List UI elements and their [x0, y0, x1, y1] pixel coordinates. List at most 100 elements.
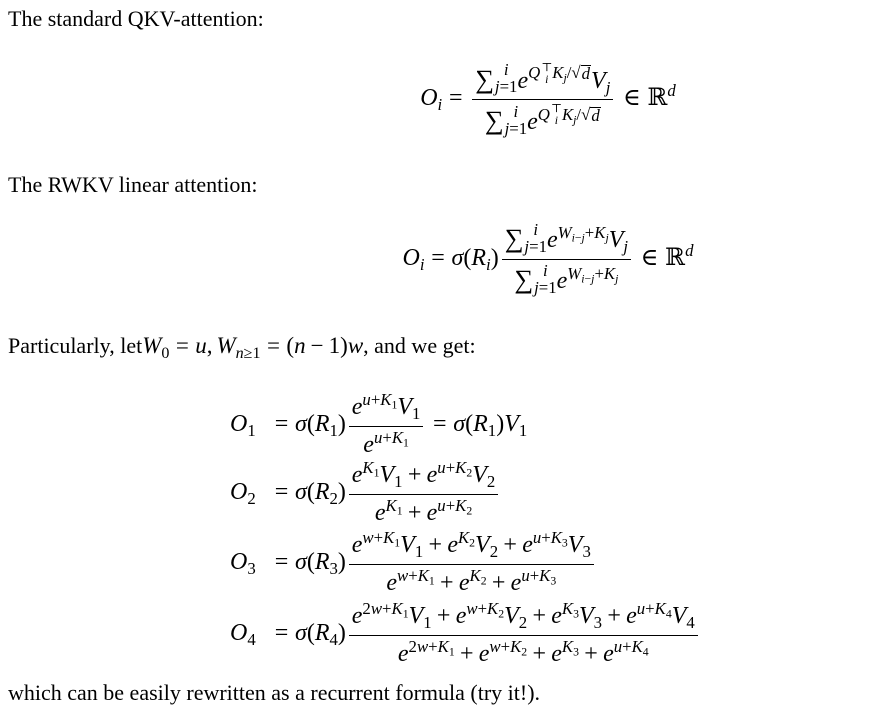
math-symbol: ∑ — [484, 105, 504, 136]
math-symbol: ⊤ — [551, 102, 562, 115]
math-symbol: 4 — [247, 630, 255, 649]
math-symbol: u+K4 — [637, 599, 672, 620]
math-symbol: 1 — [415, 542, 423, 561]
math-symbol: i−j — [572, 232, 585, 245]
math-symbol: K2 — [470, 566, 487, 587]
math-symbol: i j=1 — [504, 103, 528, 138]
math-symbol: ew+K1V1 + eK2V2 + eu+K3V3 — [348, 528, 594, 566]
math-symbol: O1 — [230, 411, 256, 440]
math-symbol: 2 — [247, 489, 255, 508]
math-symbol: K1 — [385, 496, 403, 518]
math-symbol: = — [266, 333, 280, 358]
math-symbol: j — [563, 72, 566, 85]
math-symbol: 1 — [518, 118, 528, 138]
math-symbol: e — [426, 462, 438, 489]
math-symbol: Q — [528, 63, 541, 83]
math-symbol: eu+K1 — [349, 427, 424, 459]
math-symbol: K1 — [418, 566, 435, 588]
math-symbol: Ri — [471, 245, 490, 273]
math-symbol: − — [574, 231, 582, 245]
math-symbol: ) — [340, 333, 348, 358]
math-symbol: i — [551, 115, 562, 127]
math-symbol: j — [504, 118, 510, 138]
math-symbol: ) — [337, 620, 346, 647]
math-symbol: Kj — [594, 223, 608, 244]
math-symbol: 1 — [397, 505, 403, 518]
math-symbol: u — [373, 428, 383, 448]
math-symbol: 2 — [518, 613, 528, 633]
math-symbol: 3 — [247, 559, 256, 579]
math-symbol: ≥ — [243, 344, 253, 362]
math-symbol: 0 — [161, 344, 170, 362]
math-symbol: 1 — [394, 472, 403, 492]
math-symbol: 1 — [247, 421, 255, 440]
math-symbol: V — [475, 532, 490, 559]
math-symbol: u+K3 — [533, 528, 568, 549]
math-symbol: = — [538, 277, 549, 297]
math-symbol: 3 — [593, 613, 603, 633]
math-symbol: O4 — [230, 620, 256, 649]
math-symbol: w+K1 — [397, 566, 435, 588]
equation-lhs: O4 — [230, 620, 268, 649]
math-symbol: 3 — [329, 559, 338, 579]
math-symbol: = — [448, 85, 463, 112]
math-symbol: 2 — [247, 489, 255, 508]
math-symbol: V2 — [472, 462, 495, 491]
math-symbol: 2 — [490, 542, 498, 561]
equation-lhs: O2 — [230, 479, 268, 508]
math-symbol: 2 — [489, 542, 499, 562]
math-symbol: j — [623, 237, 628, 256]
math-symbol: j — [606, 78, 611, 97]
math-symbol: K — [550, 528, 562, 547]
math-symbol: R2 — [315, 479, 338, 507]
math-symbol: Wi−j+Kj — [558, 223, 609, 245]
math-symbol: 1 — [429, 575, 435, 588]
math-symbol: / — [576, 104, 582, 124]
math-symbol: i — [438, 95, 443, 114]
math-symbol: 2 — [487, 472, 495, 491]
math-symbol: eWi−j+Kj — [557, 265, 619, 294]
math-symbol: K4 — [655, 599, 672, 620]
math-symbol: u+K2 — [437, 458, 473, 480]
math-symbol: eK1 — [352, 459, 380, 488]
math-symbol: 1 — [402, 607, 409, 621]
math-symbol: R4 — [315, 620, 338, 648]
math-symbol: K4 — [632, 637, 649, 658]
math-symbol: K — [385, 496, 397, 516]
math-symbol: 3 — [330, 559, 338, 578]
math-symbol: 2 — [498, 608, 504, 621]
math-symbol: V1 — [400, 532, 423, 561]
math-symbol: ∑ — [504, 223, 524, 254]
math-symbol: K — [455, 496, 467, 516]
math-symbol: 3 — [247, 559, 255, 578]
math-symbol: e — [397, 641, 409, 668]
math-symbol: i — [438, 95, 443, 114]
math-symbol: + — [607, 603, 621, 630]
math-symbol: e2w+K1 + ew+K2 + eK3 + eu+K4 — [397, 638, 649, 668]
math-symbol: u — [437, 458, 446, 477]
math-symbol: u+K4 — [614, 637, 649, 658]
math-symbol: V1 — [504, 411, 527, 439]
math-symbol: K — [594, 223, 606, 243]
math-symbol: i — [543, 261, 548, 281]
math-symbol: 2 — [466, 466, 473, 480]
math-symbol: eu+K4 — [603, 638, 649, 667]
math-symbol: 2 — [498, 608, 504, 621]
math-symbol: + — [407, 462, 422, 489]
math-symbol: V — [578, 603, 594, 630]
math-symbol: 1 — [412, 404, 420, 423]
math-symbol: V1 — [380, 462, 403, 492]
math-symbol: 2w+K1 — [409, 637, 455, 658]
equation-lhs: O1 — [230, 411, 268, 440]
paragraph-text: Particularly, let — [8, 333, 143, 358]
math-symbol: j — [573, 113, 576, 126]
math-symbol: u+K3 — [521, 566, 556, 587]
math-symbol: + — [436, 603, 451, 630]
math-symbol: 1 — [391, 398, 398, 412]
math-symbol: 2w+K1 — [362, 599, 409, 621]
math-symbol: ℝd — [665, 242, 693, 271]
math-symbol: K — [362, 458, 374, 477]
math-symbol: e — [351, 603, 363, 630]
math-symbol: 2 — [521, 646, 527, 659]
math-symbol: w — [466, 599, 478, 618]
